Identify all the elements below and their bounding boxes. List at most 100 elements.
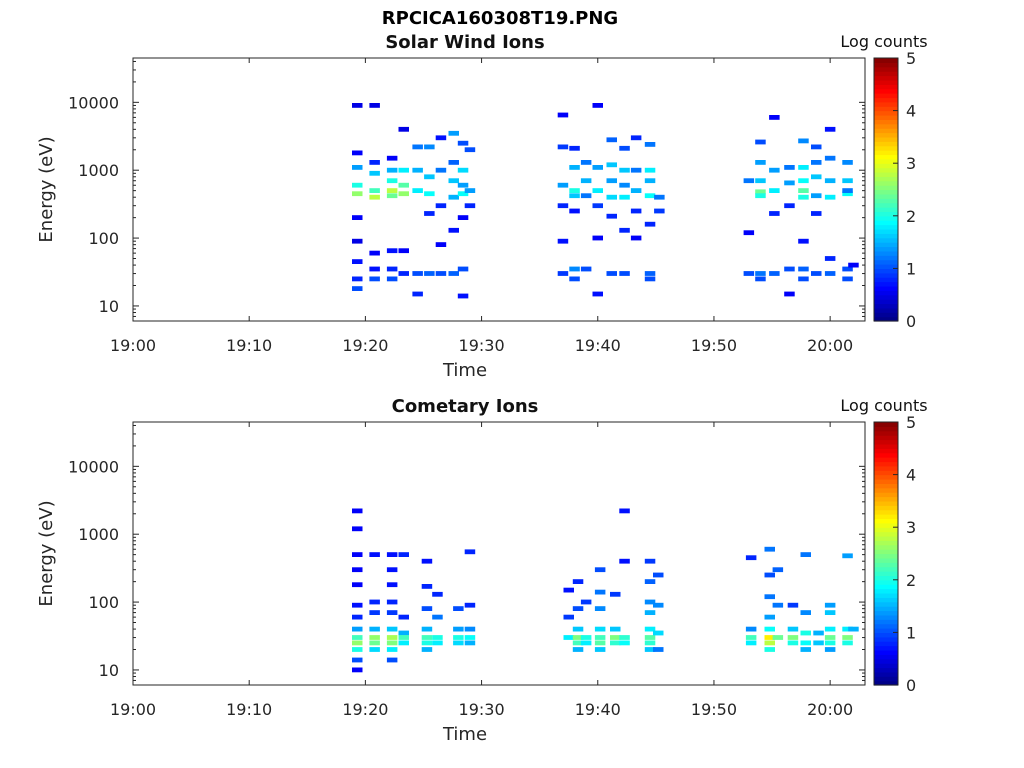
heatmap-cell — [369, 599, 380, 605]
heatmap-cell — [432, 635, 443, 640]
heatmap-cell — [644, 610, 656, 615]
colorbar-swatch — [874, 136, 898, 142]
colorbar-swatch — [874, 658, 898, 664]
heatmap-cell — [572, 579, 584, 584]
heatmap-cell — [606, 162, 617, 168]
figure-title: RPCICA160308T19.PNG — [382, 8, 618, 29]
colorbar-swatch — [874, 461, 898, 467]
y-tick-label: 10000 — [68, 457, 119, 476]
colorbar-tick-label: 4 — [906, 102, 916, 121]
heatmap-cell — [764, 594, 775, 600]
heatmap-cell — [352, 567, 363, 573]
colorbar-swatch — [874, 290, 898, 296]
heatmap-cell — [369, 170, 380, 176]
heatmap-cell — [464, 549, 476, 555]
heatmap-cell — [457, 140, 469, 146]
heatmap-cell — [352, 286, 363, 291]
heatmap-cell — [432, 640, 443, 646]
heatmap-cell — [592, 165, 603, 170]
heatmap-cell — [619, 145, 630, 151]
colorbar-swatch — [874, 553, 898, 559]
heatmap-cell — [386, 610, 398, 615]
heatmap-cell — [764, 647, 775, 652]
colorbar-label: Log counts — [840, 32, 927, 51]
colorbar-swatch — [874, 566, 898, 572]
heatmap-cell — [464, 188, 476, 193]
heatmap-cell — [398, 640, 409, 646]
heatmap-cell — [569, 276, 580, 282]
x-tick-label: 19:40 — [575, 336, 621, 355]
heatmap-cell — [619, 558, 630, 564]
colorbar-swatch — [874, 478, 898, 484]
heatmap-cell — [572, 647, 584, 652]
y-tick-label: 1000 — [78, 161, 119, 180]
heatmap-cell — [745, 555, 757, 561]
heatmap-cell — [824, 271, 836, 276]
colorbar-swatch — [874, 114, 898, 120]
heatmap-cell — [644, 635, 656, 640]
heatmap-cell — [386, 635, 398, 640]
colorbar-swatch — [874, 579, 898, 585]
heatmap-cell — [630, 135, 642, 141]
heatmap-cell — [798, 238, 809, 244]
heatmap-cell — [398, 614, 409, 620]
heatmap-cell — [619, 640, 630, 646]
x-tick-label: 19:10 — [226, 700, 272, 719]
heatmap-cell — [569, 165, 580, 170]
colorbar-swatch — [874, 645, 898, 651]
heatmap-cell — [386, 266, 398, 272]
colorbar-swatch — [874, 185, 898, 191]
heatmap-cell — [369, 103, 380, 108]
heatmap-cell — [435, 135, 447, 141]
heatmap-cell — [769, 211, 780, 216]
colorbar-swatch — [874, 281, 898, 287]
heatmap-cell — [769, 188, 780, 193]
heatmap-cell — [572, 640, 584, 646]
colorbar-swatch — [874, 299, 898, 305]
heatmap-cell — [610, 635, 621, 640]
heatmap-cell — [769, 167, 780, 173]
colorbar-swatch — [874, 575, 898, 581]
heatmap-cell — [580, 599, 592, 605]
heatmap-cell — [787, 640, 799, 646]
colorbar-swatch — [874, 623, 898, 629]
heatmap-cell — [644, 276, 656, 282]
heatmap-cell — [813, 640, 824, 646]
colorbar-swatch — [874, 303, 898, 309]
colorbar-swatch — [874, 654, 898, 660]
heatmap-cell — [398, 552, 409, 557]
colorbar-frame — [873, 421, 899, 686]
colorbar-swatch — [874, 422, 898, 427]
heatmap-cell — [453, 635, 464, 640]
heatmap-cell — [453, 606, 464, 611]
heatmap-cell — [800, 610, 811, 615]
heatmap-cell — [824, 610, 836, 615]
heatmap-cell — [824, 178, 836, 184]
colorbar-swatch — [874, 592, 898, 598]
heatmap-cell — [594, 567, 606, 573]
heatmap-cell — [563, 587, 574, 593]
colorbar-swatch — [874, 443, 898, 449]
colorbar-tick-label: 1 — [906, 623, 916, 642]
heatmap-cell — [764, 626, 775, 632]
heatmap-cell — [610, 591, 621, 597]
heatmap-cell — [800, 640, 811, 646]
heatmap-cell — [842, 553, 853, 559]
colorbar-swatch — [874, 237, 898, 243]
heatmap-cell — [563, 635, 574, 640]
colorbar-swatch — [874, 636, 898, 642]
heatmap-cell — [842, 160, 853, 165]
heatmap-cell — [606, 178, 617, 184]
colorbar-tick-label: 1 — [906, 259, 916, 278]
heatmap-cell — [644, 579, 656, 584]
heatmap-cell — [630, 167, 642, 173]
heatmap-cell — [772, 635, 784, 640]
colorbar-swatch — [874, 145, 898, 151]
heatmap-cell — [811, 271, 822, 276]
heatmap-cell — [842, 626, 853, 632]
heatmap-cell — [811, 160, 822, 165]
colorbar-swatch — [874, 549, 898, 555]
heatmap-cell — [398, 167, 409, 173]
heatmap-cell — [842, 178, 853, 184]
heatmap-cell — [842, 191, 853, 197]
